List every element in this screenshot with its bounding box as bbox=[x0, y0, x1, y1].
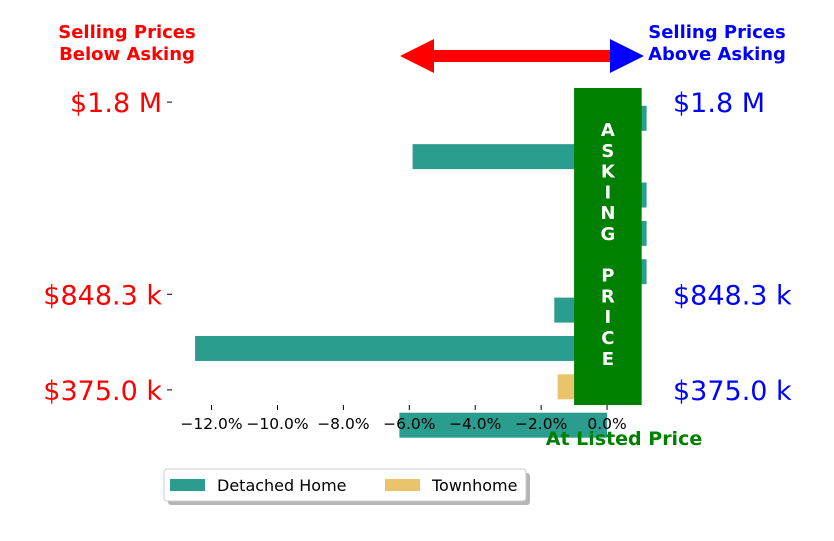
x-tick-label-2: −8.0% bbox=[317, 415, 369, 433]
arrow-head-right-icon bbox=[610, 39, 644, 73]
price-label-right-0: $1.8 M bbox=[673, 88, 765, 119]
asking-letter-7: P bbox=[601, 266, 614, 287]
header-right-line1: Selling Prices bbox=[648, 22, 785, 43]
bar-6 bbox=[195, 335, 608, 361]
header-left-line2: Below Asking bbox=[59, 44, 195, 65]
legend-label-detached-home: Detached Home bbox=[217, 476, 347, 495]
x-axis: −12.0% −10.0% −8.0% −6.0% −4.0% −2.0% 0.0% bbox=[180, 405, 627, 433]
legend-swatch-townhome bbox=[385, 479, 420, 491]
legend: Detached Home Townhome bbox=[163, 468, 530, 505]
x-tick-label-4: −4.0% bbox=[449, 415, 501, 433]
price-labels: $1.8 M $1.8 M $848.3 k $848.3 k $375.0 k $375… bbox=[43, 88, 792, 407]
price-label-right-1: $848.3 k bbox=[673, 280, 792, 311]
legend-box bbox=[163, 468, 527, 502]
price-label-left-2: $375.0 k bbox=[43, 376, 162, 407]
x-axis-label: At Listed Price bbox=[546, 428, 702, 450]
asking-letter-11: E bbox=[602, 349, 614, 370]
price-label-left-0: $1.8 M bbox=[70, 88, 162, 119]
price-label-right-2: $375.0 k bbox=[673, 376, 792, 407]
arrow-shaft bbox=[432, 50, 612, 62]
price-label-left-1: $848.3 k bbox=[43, 280, 162, 311]
asking-letter-4: N bbox=[600, 203, 615, 224]
asking-letter-0: A bbox=[601, 120, 615, 141]
asking-letter-10: C bbox=[601, 328, 614, 349]
x-tick-label-5: −2.0% bbox=[515, 415, 567, 433]
legend-label-townhome: Townhome bbox=[431, 476, 517, 495]
asking-letter-8: R bbox=[601, 286, 615, 307]
x-tick-label-0: −12.0% bbox=[180, 415, 242, 433]
header-left-line1: Selling Prices bbox=[58, 22, 195, 43]
asking-band-rect bbox=[574, 88, 642, 405]
header-right-line2: Above Asking bbox=[648, 44, 786, 65]
asking-letter-9: I bbox=[605, 307, 612, 328]
direction-arrow bbox=[400, 39, 644, 73]
asking-letter-1: S bbox=[601, 141, 614, 162]
legend-swatch-detached-home bbox=[170, 479, 205, 491]
x-tick-label-3: −6.0% bbox=[383, 415, 435, 433]
x-tick-label-6: 0.0% bbox=[587, 415, 626, 433]
asking-letter-3: I bbox=[605, 182, 612, 203]
asking-letter-5: G bbox=[600, 224, 615, 245]
x-tick-label-1: −10.0% bbox=[246, 415, 308, 433]
asking-letter-2: K bbox=[601, 162, 616, 183]
arrow-head-left-icon bbox=[400, 39, 434, 73]
bar-8 bbox=[399, 412, 608, 438]
